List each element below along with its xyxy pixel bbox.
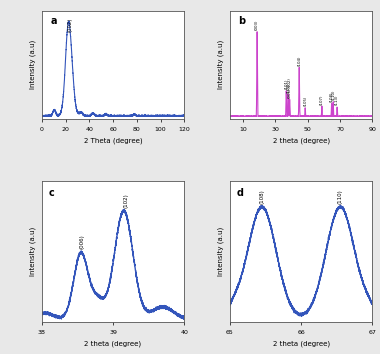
Text: (105): (105) — [303, 96, 307, 106]
Text: (110): (110) — [331, 90, 335, 100]
Text: (006): (006) — [79, 234, 84, 249]
X-axis label: 2 theta (degree): 2 theta (degree) — [272, 137, 330, 144]
Text: (102): (102) — [124, 193, 128, 208]
Text: (102): (102) — [286, 82, 290, 93]
Text: (101): (101) — [284, 79, 288, 89]
Text: (104): (104) — [297, 55, 301, 65]
X-axis label: 2 theta (degree): 2 theta (degree) — [272, 340, 330, 347]
Text: b: b — [239, 16, 245, 26]
Text: (002): (002) — [68, 17, 73, 32]
Y-axis label: Intensity (a.u): Intensity (a.u) — [30, 227, 36, 276]
X-axis label: 2 Theta (degree): 2 Theta (degree) — [84, 137, 142, 144]
Text: a: a — [50, 16, 57, 26]
Text: (107): (107) — [320, 94, 324, 104]
Text: d: d — [237, 188, 244, 198]
Text: (006)(102): (006)(102) — [288, 77, 292, 98]
Text: (113): (113) — [335, 95, 339, 105]
Text: c: c — [49, 188, 55, 198]
Y-axis label: Intensity (a.u): Intensity (a.u) — [218, 227, 224, 276]
Text: (003): (003) — [255, 19, 259, 30]
X-axis label: 2 theta (degree): 2 theta (degree) — [84, 340, 142, 347]
Y-axis label: Intensity (a.u): Intensity (a.u) — [30, 40, 36, 90]
Text: (110): (110) — [338, 190, 343, 204]
Text: (108): (108) — [260, 190, 264, 204]
Y-axis label: Intensity (a.u): Intensity (a.u) — [218, 40, 224, 90]
Text: (108): (108) — [329, 92, 334, 102]
